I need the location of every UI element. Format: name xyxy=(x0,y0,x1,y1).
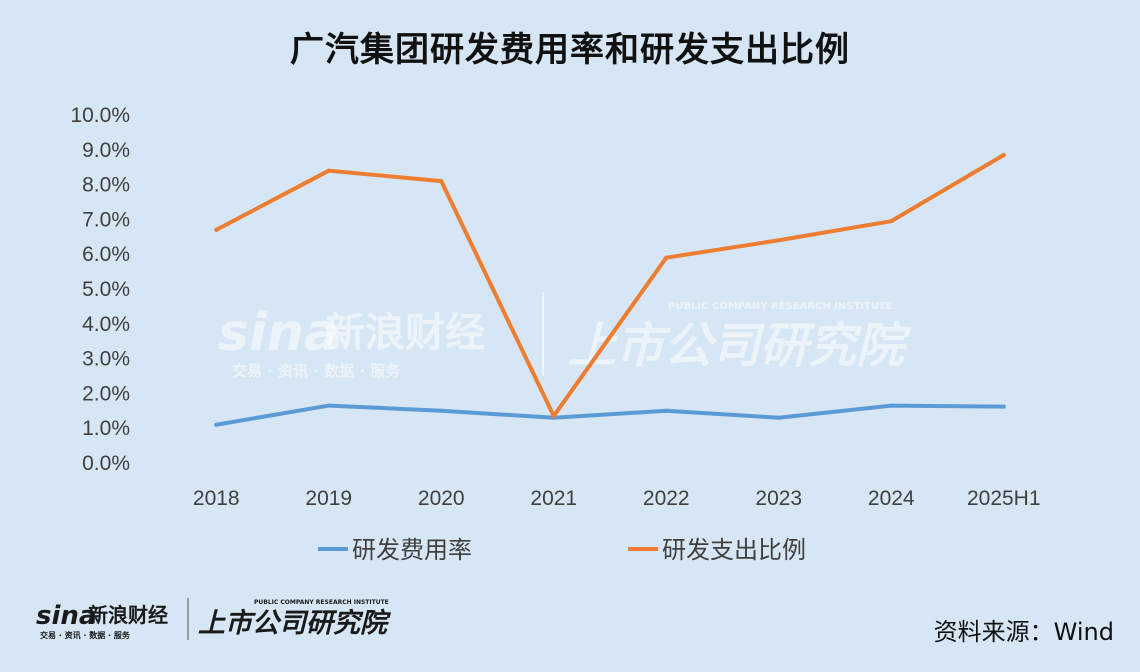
y-tick-label: 0.0% xyxy=(82,452,130,475)
x-tick-label: 2018 xyxy=(193,487,240,510)
data-point xyxy=(889,403,894,408)
x-tick-label: 2023 xyxy=(755,487,802,510)
y-tick-label: 3.0% xyxy=(82,348,130,371)
source-note: 资料来源：Wind xyxy=(933,618,1114,646)
footer-logo-name: 新浪财经 xyxy=(88,603,168,627)
watermark-brand: sina xyxy=(218,303,339,363)
data-point xyxy=(439,408,444,413)
x-tick-label: 2019 xyxy=(305,487,352,510)
data-point xyxy=(1001,404,1006,409)
series-line-1 xyxy=(214,153,1006,419)
watermark-tagline: 交易 · 资讯 · 数据 · 服务 xyxy=(232,362,401,380)
y-tick-label: 4.0% xyxy=(82,313,130,336)
data-point xyxy=(439,179,444,184)
x-tick-label: 2021 xyxy=(530,487,577,510)
x-tick-label: 2025H1 xyxy=(967,487,1041,510)
watermark-institute: 上市公司研究院 xyxy=(568,318,912,374)
series-line-0 xyxy=(214,403,1006,427)
watermark: sina 新浪财经 交易 · 资讯 · 数据 · 服务 PUBLIC COMPA… xyxy=(218,292,912,380)
x-axis: 2018 2019 2020 2021 2022 2023 2024 2025H1 xyxy=(193,487,1041,510)
data-point xyxy=(551,414,556,419)
footer-logo-brand: sina xyxy=(36,601,96,631)
y-tick-label: 8.0% xyxy=(82,174,130,197)
data-point xyxy=(326,403,331,408)
data-point xyxy=(664,408,669,413)
legend-label-1: 研发支出比例 xyxy=(662,536,806,564)
watermark-institute-en: PUBLIC COMPANY RESEARCH INSTITUTE xyxy=(668,301,893,312)
data-point xyxy=(1001,153,1006,158)
data-point xyxy=(214,422,219,427)
footer-logo: sina 新浪财经 交易 · 资讯 · 数据 · 服务 PUBLIC COMPA… xyxy=(36,598,392,640)
data-point xyxy=(889,219,894,224)
y-tick-label: 10.0% xyxy=(70,104,130,127)
y-tick-label: 5.0% xyxy=(82,278,130,301)
legend-label-0: 研发费用率 xyxy=(352,536,472,564)
x-tick-label: 2022 xyxy=(643,487,690,510)
footer-logo-tagline: 交易 · 资讯 · 数据 · 服务 xyxy=(40,630,131,640)
y-tick-label: 9.0% xyxy=(82,139,130,162)
y-tick-label: 1.0% xyxy=(82,417,130,440)
y-tick-label: 2.0% xyxy=(82,382,130,405)
data-point xyxy=(214,227,219,232)
data-point xyxy=(326,168,331,173)
data-point xyxy=(776,238,781,243)
y-axis: 0.0% 1.0% 2.0% 3.0% 4.0% 5.0% 6.0% 7.0% 8.0% 9.0%… xyxy=(70,104,130,475)
y-tick-label: 7.0% xyxy=(82,208,130,231)
data-point xyxy=(776,415,781,420)
footer-logo-institute-en: PUBLIC COMPANY RESEARCH INSTITUTE xyxy=(254,599,389,606)
x-tick-label: 2024 xyxy=(868,487,915,510)
x-tick-label: 2020 xyxy=(418,487,465,510)
y-tick-label: 6.0% xyxy=(82,243,130,266)
legend: 研发费用率 研发支出比例 xyxy=(318,536,806,564)
chart-title: 广汽集团研发费用率和研发支出比例 xyxy=(290,30,850,70)
data-point xyxy=(664,255,669,260)
footer-logo-institute: 上市公司研究院 xyxy=(198,608,392,639)
watermark-name: 新浪财经 xyxy=(325,310,485,356)
series-layer xyxy=(214,153,1006,427)
